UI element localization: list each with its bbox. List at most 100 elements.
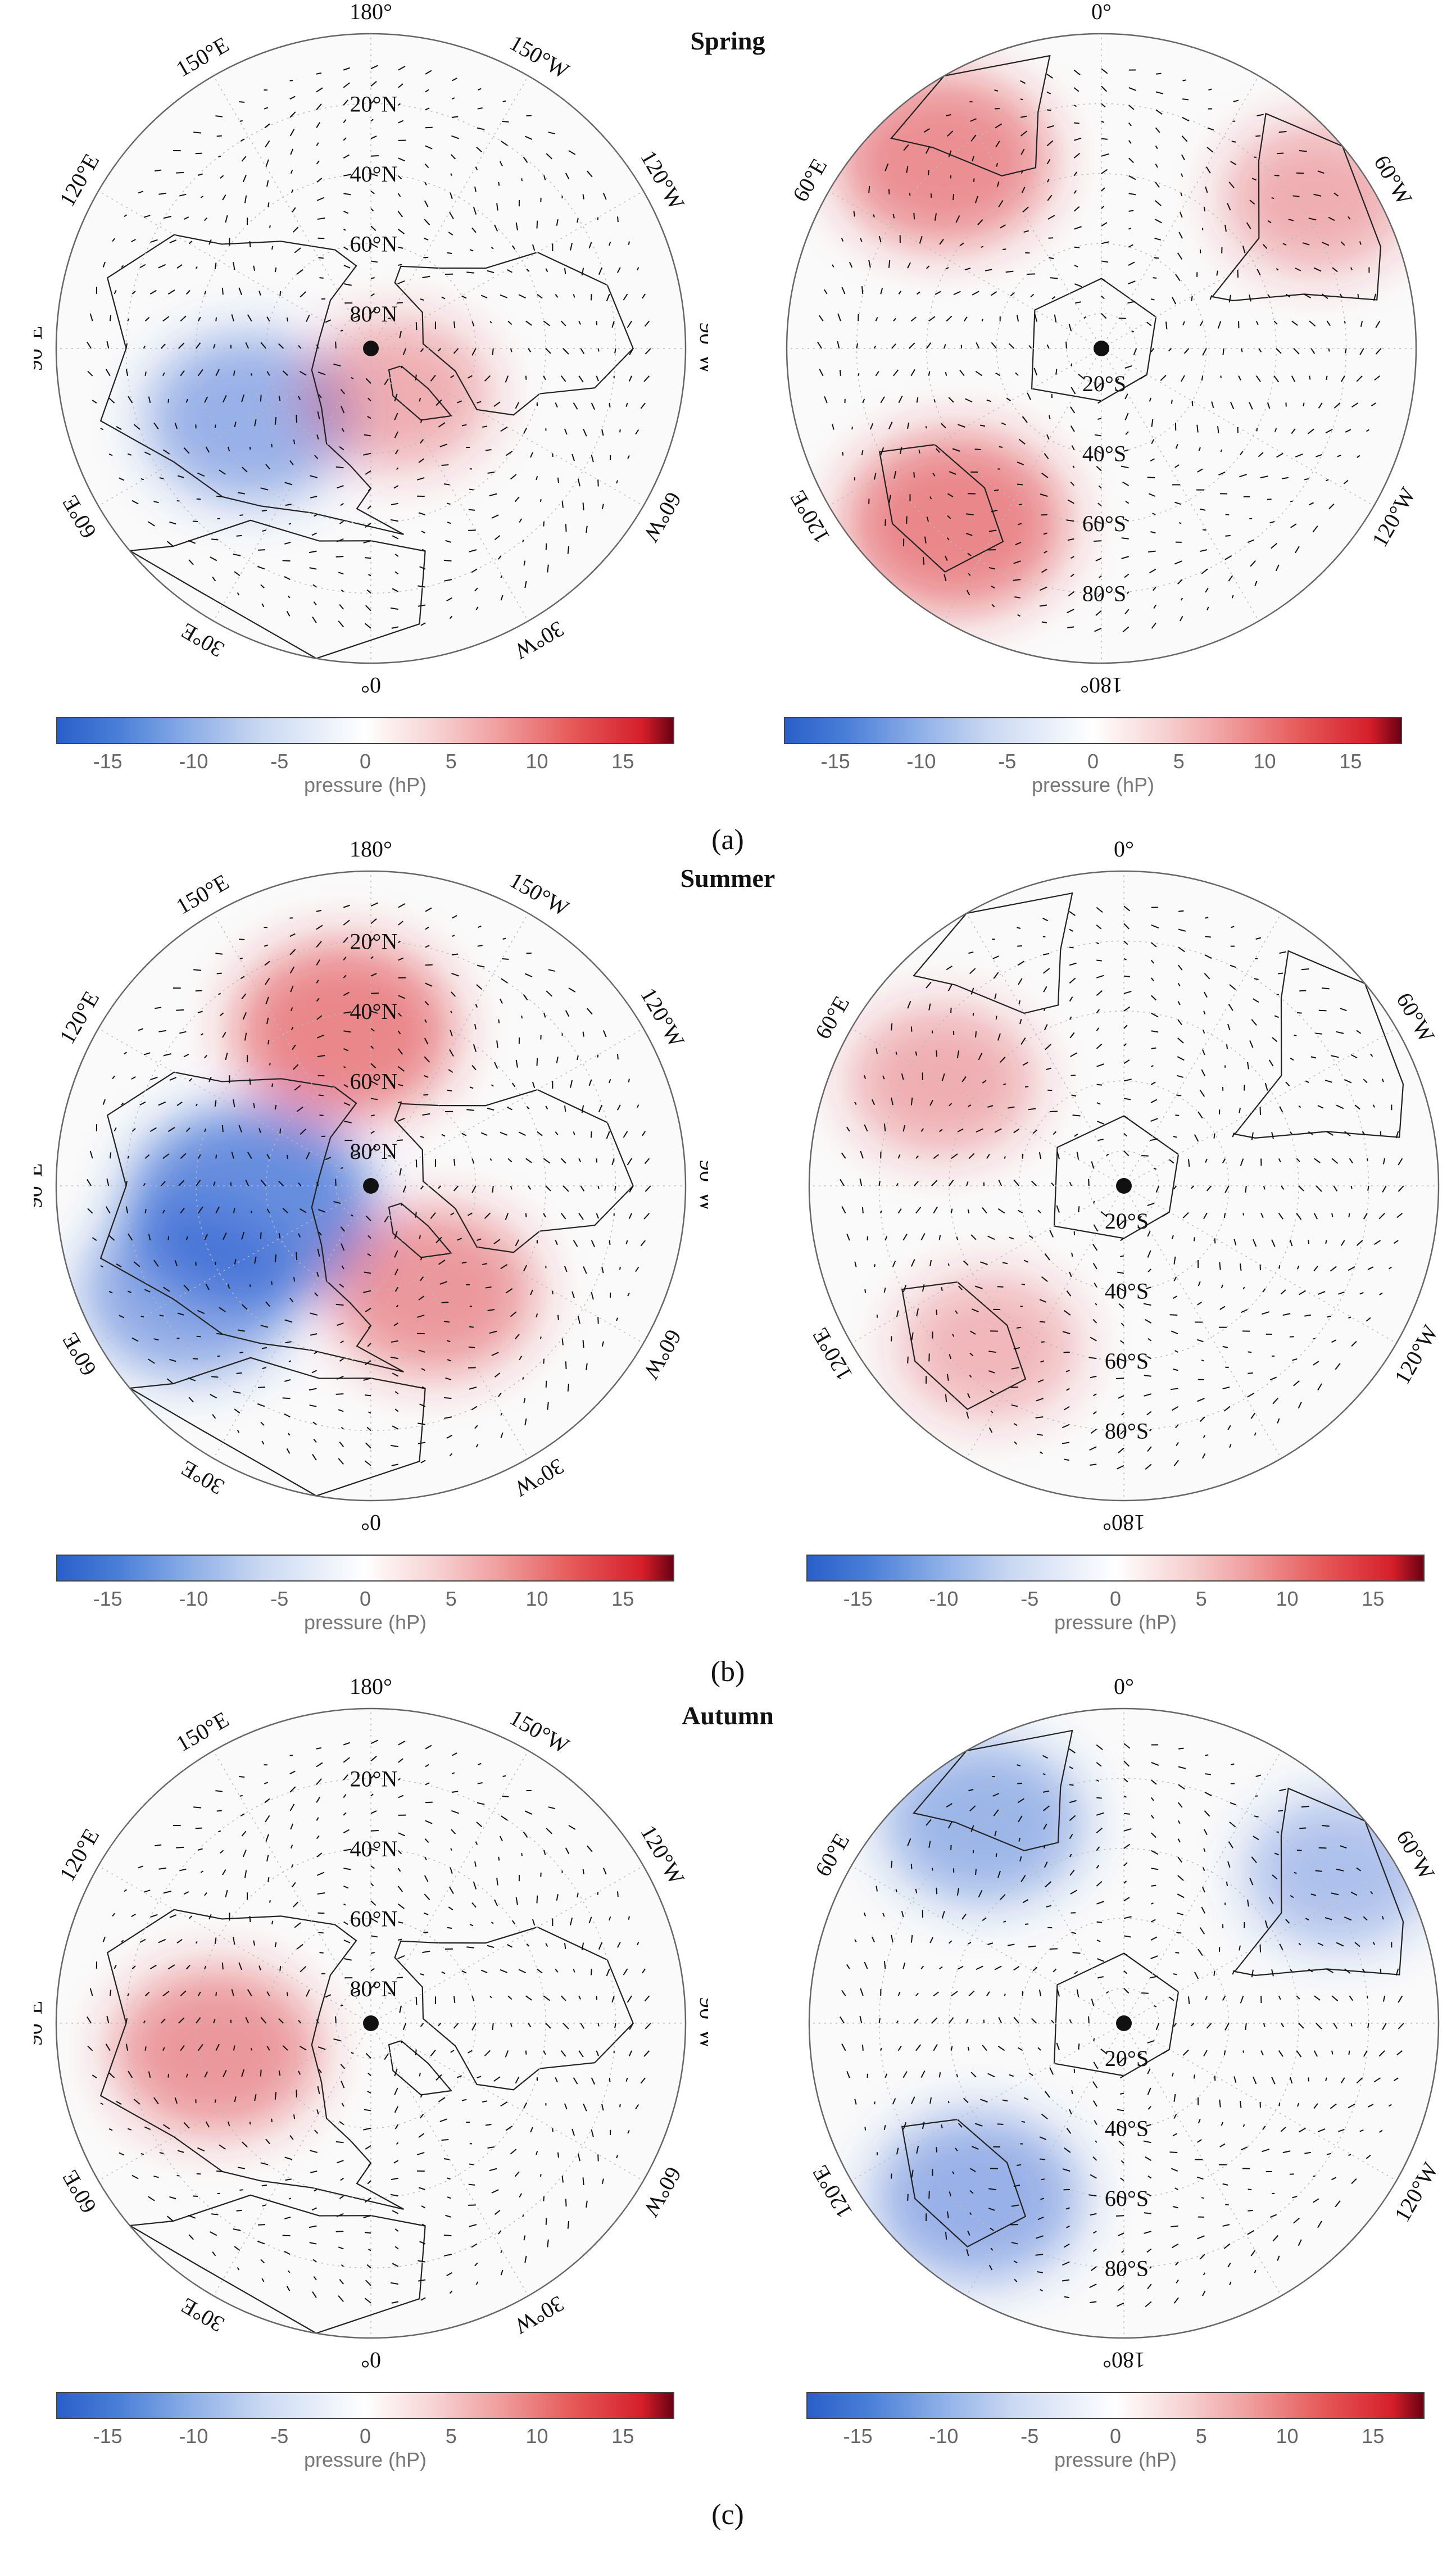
wind-arrow [204,1892,207,1896]
wind-arrow [1095,2140,1097,2143]
wind-arrow [1128,105,1135,110]
wind-arrow [176,1846,184,1848]
wind-arrow [964,316,968,321]
wind-arrow [1317,2128,1326,2132]
wind-arrow [993,1809,999,1816]
wind-arrow [1282,1313,1291,1316]
wind-arrow [1096,990,1103,996]
wind-arrow [1280,1289,1286,1295]
latitude-label: 20°S [1082,371,1126,396]
wind-arrow [1175,1424,1179,1429]
map-border [55,870,687,1502]
pole-marker [363,1178,379,1194]
wind-arrow [1123,1079,1132,1082]
wind-arrow [1395,1131,1399,1139]
wind-arrow [909,342,915,349]
colorbar-tick: -10 [906,750,936,773]
wind-arrow [309,2242,317,2245]
wind-arrow [477,944,483,947]
wind-arrow [1240,1996,1244,2004]
wind-arrow [929,496,932,500]
wind-arrow [336,538,344,542]
wind-arrow [1201,375,1204,381]
wind-arrow [1018,2047,1023,2051]
wind-arrow [1183,348,1190,354]
wind-arrow [601,1341,604,1347]
wind-arrow [949,2191,951,2197]
wind-arrow [1042,1805,1050,1811]
wind-arrow [1069,1784,1074,1786]
wind-arrow [1117,1357,1124,1362]
wind-arrow [1247,2230,1255,2235]
wind-arrow [637,1104,639,1108]
wind-arrow [1151,1779,1157,1785]
wind-arrow [1151,1832,1156,1838]
wind-arrow [449,2290,453,2294]
wind-arrow [901,1073,904,1080]
wind-arrow [864,1961,868,1969]
wind-arrow [590,1969,592,1975]
wind-arrow [1240,451,1244,455]
wind-arrow [1198,1111,1203,1119]
wind-arrow [1206,1185,1212,1191]
wind-arrow [501,1815,508,1821]
wind-arrow [1278,1995,1281,2000]
wind-arrow [1242,2050,1244,2053]
wind-arrow [1307,428,1314,434]
wind-arrow [565,1010,570,1017]
wind-arrow [195,266,198,269]
wind-arrow [420,419,423,423]
colorbar-tick: 5 [445,750,457,773]
wind-arrow [265,464,270,470]
wind-arrow [1154,2005,1157,2008]
wind-arrow [274,1942,277,1947]
wind-arrow [370,191,375,194]
wind-arrow [903,144,909,151]
wind-arrow [335,556,344,558]
wind-arrow [1015,372,1019,376]
wind-arrow [567,2221,569,2229]
wind-arrow [278,2018,284,2024]
wind-arrow [1020,1037,1026,1045]
panel-title: Summer [680,864,775,892]
wind-arrow [402,2023,407,2031]
wind-arrow [1096,942,1100,945]
wind-arrow [899,447,902,455]
wind-arrow [547,2239,549,2248]
wind-arrow [1160,374,1167,381]
wind-arrow [1211,401,1214,409]
wind-arrow [907,422,910,429]
wind-arrow [343,1102,351,1106]
wind-arrow [1092,1411,1097,1415]
wind-arrow [645,1185,651,1192]
wind-arrow [128,1233,133,1241]
wind-arrow [439,1281,448,1285]
wind-arrow [393,2160,399,2164]
wind-arrow [316,998,320,1002]
wind-arrow [144,1154,150,1159]
wind-arrow [487,270,495,274]
wind-arrow [367,505,371,510]
wind-arrow [1146,1411,1152,1416]
wind-arrow [363,540,371,544]
wind-arrow [1018,523,1022,525]
wind-arrow [968,573,971,576]
wind-arrow [436,1236,442,1244]
wind-arrow [451,991,456,997]
wind-arrow [591,1240,595,1248]
wind-arrow [343,193,351,196]
wind-arrow [370,208,374,212]
wind-arrow [138,1865,144,1869]
wind-arrow [1066,1388,1070,1391]
wind-arrow [225,215,228,223]
wind-arrow [1203,1011,1206,1015]
wind-arrow [498,1019,500,1023]
wind-arrow [1396,1213,1403,1218]
wind-arrow [623,1131,628,1138]
wind-arrow [1296,1265,1300,1270]
wind-arrow [500,427,508,432]
wind-arrow [1193,1237,1195,1241]
wind-arrow [1149,2266,1152,2269]
wind-arrow [1233,99,1239,102]
wind-arrow [316,178,323,183]
